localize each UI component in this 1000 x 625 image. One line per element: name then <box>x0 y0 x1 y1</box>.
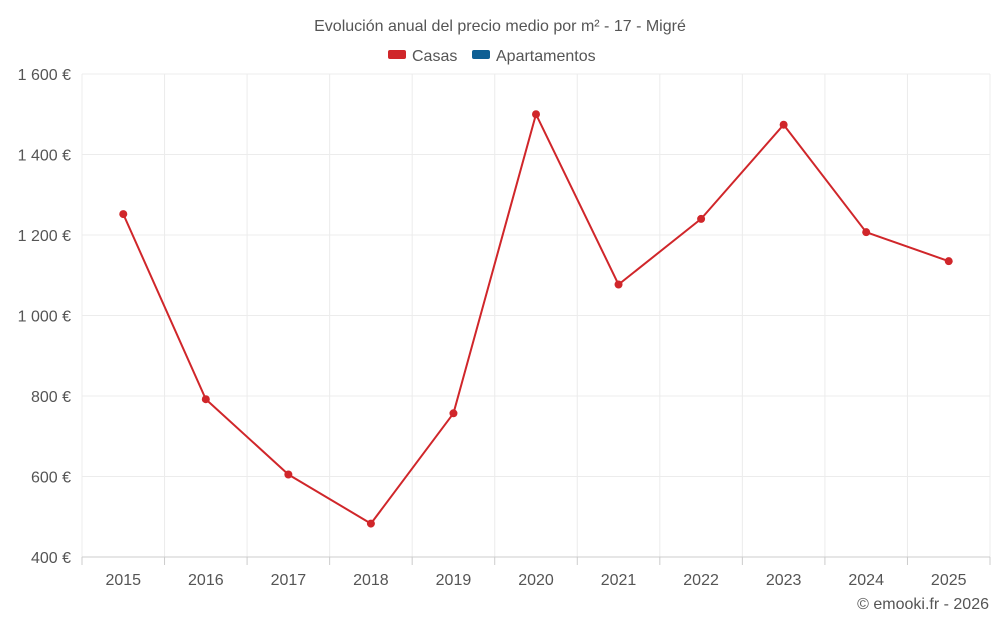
y-tick-label: 1 000 € <box>18 309 71 326</box>
data-point[interactable] <box>532 110 540 119</box>
x-tick-label: 2019 <box>436 572 472 589</box>
y-tick-label: 600 € <box>31 470 71 487</box>
data-point[interactable] <box>779 120 788 129</box>
legend-item-apartamentos[interactable]: Apartamentos <box>472 48 596 65</box>
data-point[interactable] <box>119 210 128 219</box>
x-tick-label: 2016 <box>188 572 224 589</box>
y-tick-label: 1 600 € <box>18 67 71 84</box>
data-point[interactable] <box>449 409 458 418</box>
x-tick-label: 2024 <box>848 572 884 589</box>
x-tick-label: 2022 <box>683 572 719 589</box>
y-tick-label: 1 200 € <box>18 228 71 245</box>
legend-item-casas[interactable]: Casas <box>388 48 457 65</box>
y-tick-label: 1 400 € <box>18 148 71 165</box>
x-axis-ticks: 2015 2016 2017 2018 2019 2020 2021 2022 2023 2024… <box>81 557 991 589</box>
y-tick-label: 800 € <box>31 389 71 406</box>
data-point[interactable] <box>862 228 871 237</box>
x-tick-label: 2025 <box>931 572 967 589</box>
data-point[interactable] <box>366 519 375 528</box>
y-axis-ticks: 400 € 600 € 800 € 1 000 € 1 200 € 1 400 € 1 60… <box>18 67 71 567</box>
legend: Casas Apartamentos <box>388 48 596 65</box>
data-point[interactable] <box>697 214 706 223</box>
data-point[interactable] <box>201 395 210 404</box>
data-point[interactable] <box>614 280 623 289</box>
legend-label-apartamentos: Apartamentos <box>496 48 596 65</box>
series <box>119 110 953 528</box>
credit-text: © emooki.fr - 2026 <box>857 596 989 613</box>
x-tick-label: 2017 <box>271 572 307 589</box>
grid <box>81 73 991 558</box>
x-tick-label: 2015 <box>105 572 141 589</box>
data-point[interactable] <box>284 470 293 479</box>
x-tick-label: 2020 <box>518 572 554 589</box>
chart-title: Evolución anual del precio medio por m² … <box>314 18 686 35</box>
y-tick-label: 400 € <box>31 550 71 567</box>
legend-swatch-casas <box>388 50 406 59</box>
x-tick-label: 2018 <box>353 572 389 589</box>
legend-swatch-apartamentos <box>472 50 490 59</box>
data-point[interactable] <box>944 257 953 266</box>
x-tick-label: 2023 <box>766 572 802 589</box>
x-tick-label: 2021 <box>601 572 637 589</box>
legend-label-casas: Casas <box>412 48 457 65</box>
